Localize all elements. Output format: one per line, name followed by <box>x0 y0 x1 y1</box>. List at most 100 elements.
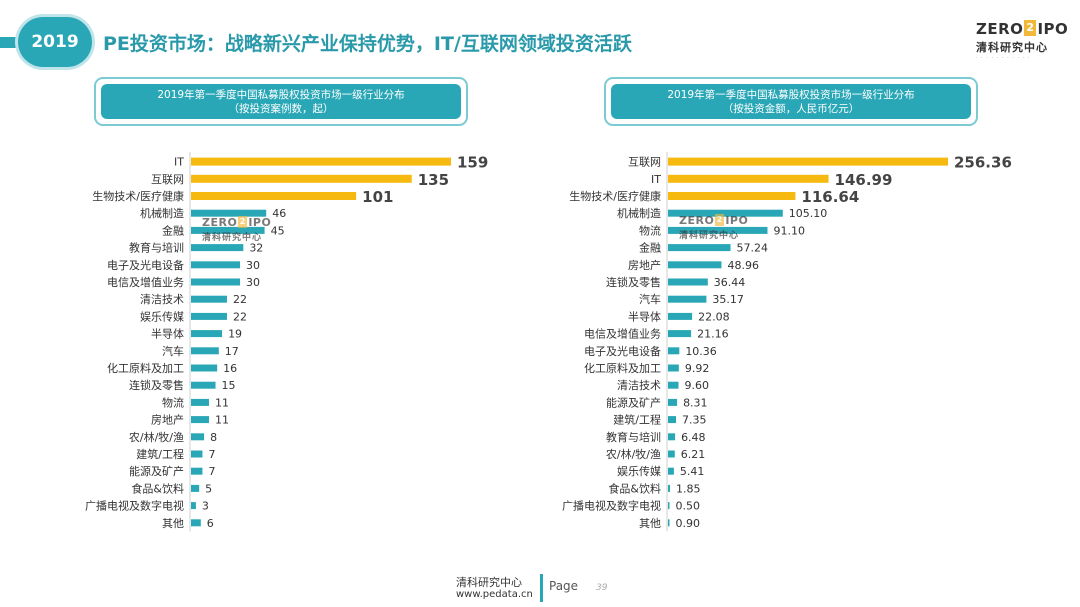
value-label: 9.60 <box>684 379 709 392</box>
category-label: 汽车 <box>639 292 661 306</box>
wm-word-left: ZERO <box>202 216 238 229</box>
value-label: 9.92 <box>685 362 710 375</box>
value-label: 146.99 <box>835 171 893 189</box>
bar <box>668 433 676 441</box>
bar <box>191 502 196 510</box>
bar <box>668 312 693 320</box>
category-label: 电信及增值业务 <box>584 327 661 341</box>
bar <box>191 278 241 286</box>
bar <box>668 450 675 458</box>
left-chart-title: 2019年第一季度中国私募股权投资市场一级行业分布 <box>157 88 405 101</box>
value-label: 3 <box>202 500 209 513</box>
value-label: 15 <box>222 379 236 392</box>
logo-mark: 2 <box>1024 20 1037 36</box>
footer-org: 清科研究中心 <box>456 576 522 589</box>
category-label: 互联网 <box>628 156 661 169</box>
left-chart-title-box: 2019年第一季度中国私募股权投资市场一级行业分布 （按投资案例数，起） <box>94 77 468 126</box>
value-label: 22 <box>233 310 247 323</box>
category-label: 物流 <box>162 395 184 409</box>
bar <box>668 295 707 303</box>
bar <box>668 174 829 183</box>
category-label: 机械制造 <box>140 206 184 220</box>
footer-url[interactable]: www.pedata.cn <box>456 589 533 600</box>
category-label: 房地产 <box>151 413 184 427</box>
value-label: 30 <box>246 276 260 289</box>
value-label: 48.96 <box>727 259 759 272</box>
bar <box>668 261 722 269</box>
value-label: 36.44 <box>714 276 746 289</box>
bar <box>668 244 731 252</box>
value-label: 35.17 <box>712 293 744 306</box>
category-label: 连锁及零售 <box>129 378 184 392</box>
value-label: 8 <box>210 431 217 444</box>
bar <box>668 381 679 389</box>
category-label: 电信及增值业务 <box>107 275 184 289</box>
bar <box>191 174 412 183</box>
category-label: 清洁技术 <box>617 379 661 392</box>
value-label: 7.35 <box>682 414 707 427</box>
category-label: 半导体 <box>151 327 184 341</box>
value-label: 30 <box>246 259 260 272</box>
year-badge: 2019 <box>18 17 92 67</box>
value-label: 22.08 <box>698 310 730 323</box>
wm-mark: 2 <box>715 214 725 226</box>
value-label: 6 <box>207 517 214 530</box>
value-label: 10.36 <box>685 345 717 358</box>
value-label: 6.48 <box>681 431 706 444</box>
bar <box>191 364 218 372</box>
left-chart-subtitle: （按投资案例数，起） <box>228 102 334 115</box>
bar <box>191 295 227 303</box>
footer-page-number: 39 <box>596 583 608 593</box>
bar <box>668 192 796 200</box>
bar <box>668 416 677 424</box>
footer-divider <box>540 574 543 602</box>
category-label: 机械制造 <box>617 206 661 220</box>
category-label: 互联网 <box>151 173 184 186</box>
category-label: 化工原料及加工 <box>584 361 661 375</box>
bar <box>191 261 241 269</box>
category-label: 能源及矿产 <box>129 464 184 478</box>
right-bar-chart: 互联网 256.36 IT 146.99 生物技术/医疗健康 116.64 机械制造 105.… <box>562 152 1012 532</box>
bar <box>191 484 200 492</box>
category-label: 物流 <box>639 223 661 237</box>
year-badge-tail <box>0 37 26 48</box>
value-label: 6.21 <box>681 448 706 461</box>
value-label: 256.36 <box>954 154 1012 172</box>
bar <box>191 157 451 166</box>
bar <box>668 519 670 527</box>
category-label: 建筑/工程 <box>136 447 184 461</box>
bar <box>191 416 209 424</box>
wm-word-right: IPO <box>248 216 272 229</box>
value-label: 8.31 <box>683 396 708 409</box>
page-title: PE投资市场：战略新兴产业保持优势，IT/互联网领域投资活跃 <box>103 33 632 55</box>
category-label: 建筑/工程 <box>613 413 661 427</box>
bar <box>668 502 670 510</box>
value-label: 1.85 <box>676 482 701 495</box>
bar <box>191 347 219 355</box>
bar <box>668 209 783 217</box>
category-label: IT <box>174 156 184 169</box>
bar <box>668 278 708 286</box>
category-label: 能源及矿产 <box>606 395 661 409</box>
value-label: 101 <box>362 188 393 206</box>
bar <box>191 450 203 458</box>
value-label: 5.41 <box>680 465 705 478</box>
bar <box>668 467 674 475</box>
footer-page-label: Page <box>549 579 579 593</box>
bar <box>191 467 203 475</box>
value-label: 22 <box>233 293 247 306</box>
category-label: 金融 <box>639 241 661 255</box>
value-label: 91.10 <box>774 224 806 237</box>
bar <box>668 157 948 166</box>
zero2ipo-logo: ZERO 2 IPO 清科研究中心 · · · · · · · · · · · <box>976 20 1068 62</box>
value-label: 7 <box>208 465 215 478</box>
bar <box>191 398 209 406</box>
category-label: 其他 <box>639 517 661 530</box>
category-label: 生物技术/医疗健康 <box>569 189 661 203</box>
bar <box>191 244 244 252</box>
value-label: 46 <box>272 207 286 220</box>
value-label: 0.90 <box>676 517 701 530</box>
value-label: 57.24 <box>737 242 769 255</box>
category-label: 食品&饮料 <box>608 481 661 495</box>
